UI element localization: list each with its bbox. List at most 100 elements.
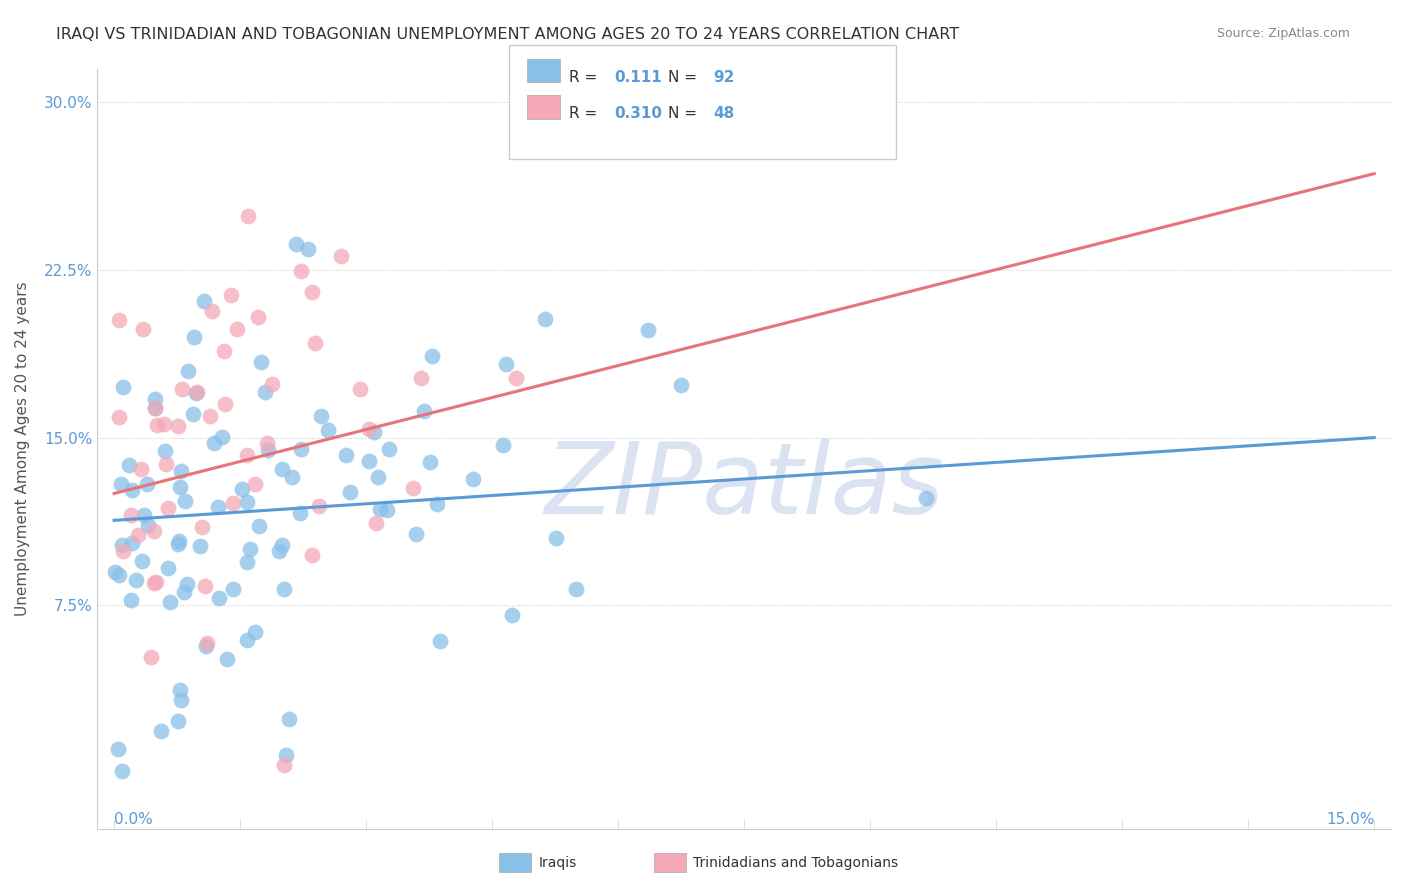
Point	[375, 502, 398, 516]
Point	[501, 608, 523, 623]
Point	[247, 310, 270, 324]
Point	[231, 482, 253, 496]
Text: 0.0%: 0.0%	[114, 812, 153, 827]
Point	[225, 322, 247, 336]
Point	[236, 555, 259, 569]
Point	[301, 285, 323, 299]
Point	[170, 465, 193, 479]
Point	[167, 419, 190, 434]
Point	[221, 288, 243, 302]
Point	[212, 343, 235, 358]
Point	[288, 507, 311, 521]
Point	[167, 537, 190, 551]
Point	[429, 633, 451, 648]
Point	[274, 748, 297, 763]
Text: 0.310: 0.310	[614, 106, 662, 121]
Point	[253, 385, 276, 400]
Text: Trinidadians and Tobagonians: Trinidadians and Tobagonians	[693, 855, 898, 870]
Point	[236, 632, 259, 647]
Point	[131, 554, 153, 568]
Point	[239, 541, 262, 556]
Text: 48: 48	[713, 106, 734, 121]
Point	[177, 364, 200, 378]
Point	[222, 582, 245, 596]
Point	[211, 430, 233, 444]
Point	[134, 508, 156, 523]
Point	[311, 409, 333, 423]
Point	[495, 357, 517, 371]
Point	[330, 249, 353, 263]
Point	[426, 497, 449, 511]
Point	[143, 392, 166, 406]
Point	[409, 371, 432, 385]
Point	[156, 500, 179, 515]
Point	[316, 423, 339, 437]
Point	[214, 397, 236, 411]
Point	[146, 418, 169, 433]
Point	[143, 401, 166, 415]
Point	[174, 493, 197, 508]
Point	[278, 712, 301, 726]
Point	[637, 323, 659, 337]
Point	[370, 502, 392, 516]
Point	[153, 417, 176, 431]
Point	[565, 582, 588, 596]
Point	[349, 382, 371, 396]
Point	[201, 303, 224, 318]
Point	[195, 636, 218, 650]
Point	[367, 469, 389, 483]
Text: 0.111: 0.111	[614, 70, 662, 85]
Y-axis label: Unemployment Among Ages 20 to 24 years: Unemployment Among Ages 20 to 24 years	[15, 282, 30, 616]
Point	[290, 264, 312, 278]
Point	[170, 382, 193, 396]
Point	[202, 435, 225, 450]
Point	[198, 409, 221, 423]
Text: Iraqis: Iraqis	[538, 855, 576, 870]
Point	[359, 454, 381, 468]
Point	[156, 561, 179, 575]
Point	[155, 444, 177, 458]
Point	[420, 349, 443, 363]
Point	[170, 692, 193, 706]
Point	[112, 543, 135, 558]
Point	[304, 335, 326, 350]
Point	[193, 294, 215, 309]
Point	[181, 407, 204, 421]
Point	[184, 386, 207, 401]
Point	[256, 436, 278, 450]
Point	[142, 576, 165, 591]
Point	[186, 385, 208, 400]
Point	[195, 639, 218, 653]
Point	[215, 652, 238, 666]
Point	[125, 574, 148, 588]
Point	[463, 472, 485, 486]
Point	[301, 548, 323, 562]
Point	[401, 481, 423, 495]
Point	[378, 442, 401, 457]
Point	[120, 593, 142, 607]
Point	[159, 594, 181, 608]
Text: N =: N =	[668, 70, 702, 85]
Text: IRAQI VS TRINIDADIAN AND TOBAGONIAN UNEMPLOYMENT AMONG AGES 20 TO 24 YEARS CORRE: IRAQI VS TRINIDADIAN AND TOBAGONIAN UNEM…	[56, 27, 959, 42]
Point	[111, 380, 134, 394]
Text: R =: R =	[569, 70, 603, 85]
Point	[419, 455, 441, 469]
Text: ZIPatlas: ZIPatlas	[544, 438, 943, 535]
Point	[273, 757, 295, 772]
Text: 15.0%: 15.0%	[1326, 812, 1374, 827]
Point	[121, 536, 143, 550]
Point	[285, 236, 308, 251]
Text: Source: ZipAtlas.com: Source: ZipAtlas.com	[1216, 27, 1350, 40]
Point	[129, 461, 152, 475]
Point	[108, 568, 131, 582]
Point	[290, 442, 312, 457]
Point	[359, 421, 381, 435]
Point	[110, 477, 132, 491]
Point	[271, 461, 294, 475]
Point	[271, 538, 294, 552]
Point	[492, 438, 515, 452]
Point	[245, 624, 267, 639]
Point	[143, 524, 166, 538]
Text: N =: N =	[668, 106, 702, 121]
Point	[145, 575, 167, 590]
